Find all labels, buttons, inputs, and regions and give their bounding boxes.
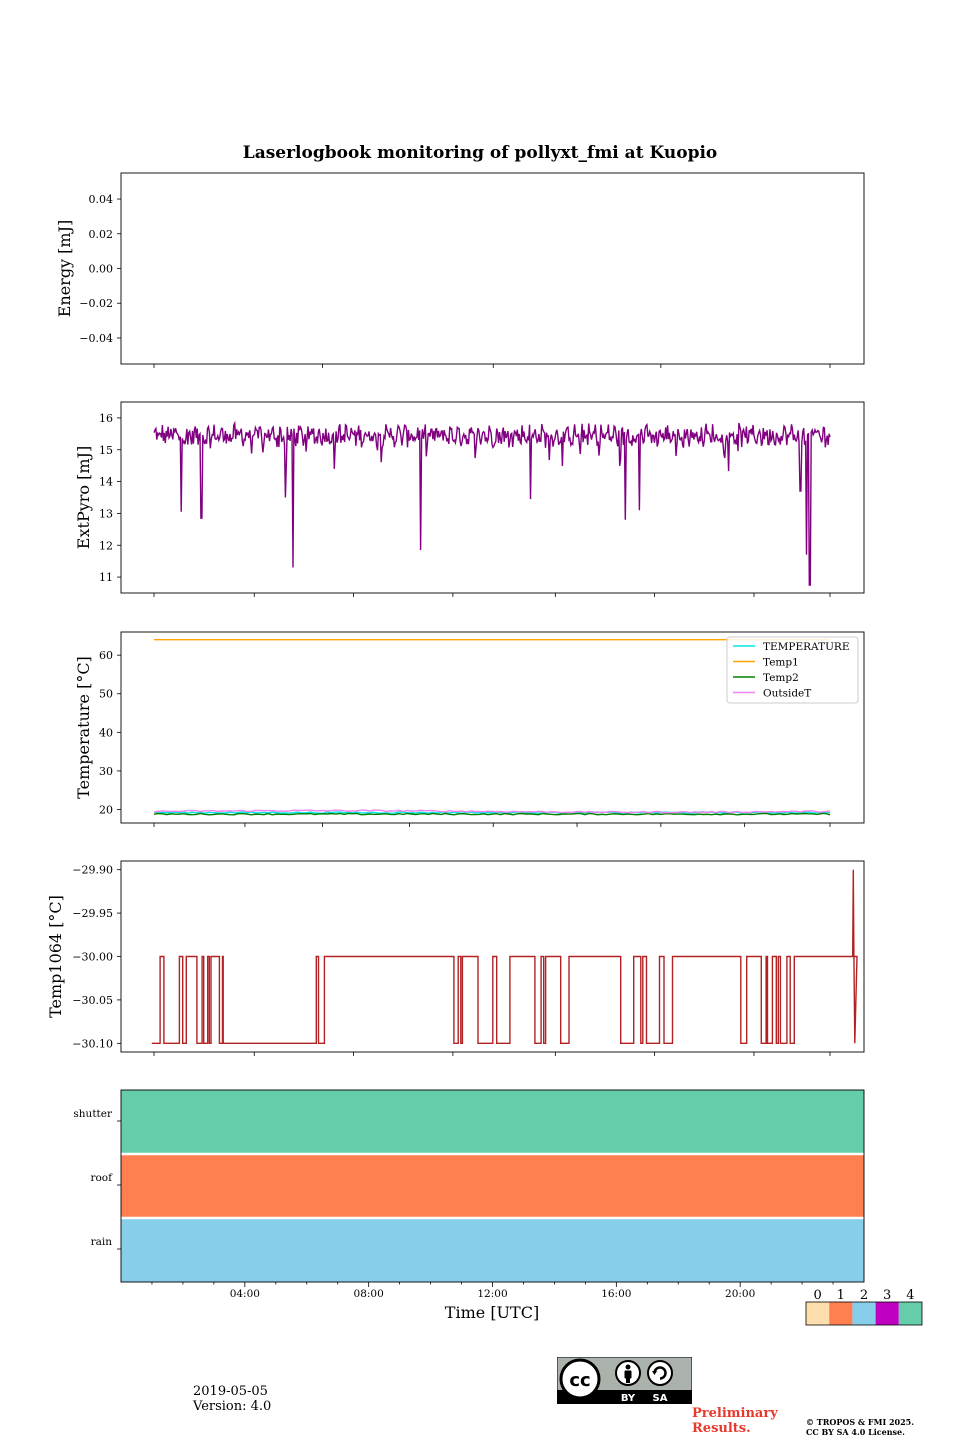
legend-label-outsidet: OutsideT [763, 688, 811, 700]
temp1064-ytick-label: −30.10 [72, 1037, 113, 1050]
date-version-block: 2019-05-05 Version: 4.0 [193, 1384, 271, 1414]
extpyro-panel-frame [120, 401, 865, 594]
energy-panel-frame [120, 172, 865, 365]
cc-by-label: BY [621, 1393, 636, 1404]
copyright-notice: © TROPOS & FMI 2025. CC BY SA 4.0 Licens… [806, 1417, 914, 1437]
extpyro-ytick-label: 15 [99, 444, 113, 457]
energy-ylabel: Energy [mJ] [55, 220, 74, 318]
status-xtick-label: 20:00 [725, 1288, 755, 1300]
temperature-ytick-label: 20 [99, 803, 113, 816]
extpyro-ytick-label: 14 [99, 476, 113, 489]
status-xtick-label: 12:00 [477, 1288, 507, 1300]
colorbar-cell-2 [852, 1302, 876, 1325]
colorbar-frame [805, 1301, 923, 1326]
preliminary-line-2: Results. [692, 1421, 751, 1436]
energy-ytick-label: 0.04 [89, 193, 114, 206]
status-xtick-label: 16:00 [601, 1288, 631, 1300]
temperature-legend: TEMPERATURE Temp1 Temp2 OutsideT [726, 636, 859, 704]
status-row-label-rain: rain [91, 1236, 113, 1248]
colorbar-cell-4 [898, 1302, 922, 1325]
chart-title: Laserlogbook monitoring of pollyxt_fmi a… [243, 143, 718, 163]
temperature-ytick-label: 30 [99, 765, 113, 778]
status-xtick-label: 08:00 [354, 1288, 384, 1300]
energy-ytick-label: 0.00 [89, 263, 114, 276]
temp1064-ytick-label: −29.95 [72, 907, 113, 920]
extpyro-ytick-label: 16 [99, 412, 113, 425]
temp1064-ytick-label: −30.05 [72, 994, 113, 1007]
copyright-line-1: © TROPOS & FMI 2025. [806, 1417, 915, 1427]
temperature-ytick-label: 60 [99, 649, 113, 662]
colorbar-label-0: 0 [813, 1288, 821, 1303]
legend-box [726, 636, 859, 704]
svg-text:cc: cc [569, 1370, 590, 1391]
temperature-panel-frame [120, 631, 865, 824]
by-person-icon [615, 1360, 641, 1386]
extpyro-ylabel: ExtPyro [mJ] [74, 446, 93, 549]
temperature-ytick-label: 40 [99, 726, 113, 739]
temp1064-ylabel: Temp1064 [°C] [46, 895, 65, 1018]
legend-label-temp2: Temp2 [763, 672, 799, 684]
cc-license-badge: cc BY SA [556, 1356, 693, 1408]
status-row-roof [121, 1154, 864, 1218]
temp1064-ytick-label: −29.90 [72, 864, 113, 877]
date-label: 2019-05-05 [193, 1384, 268, 1399]
legend-label-temp1: Temp1 [763, 657, 799, 669]
energy-ytick-label: 0.02 [89, 228, 114, 241]
temp1064-ytick-label: −30.00 [72, 951, 113, 964]
colorbar-label-1: 1 [837, 1288, 845, 1303]
extpyro-ytick-label: 12 [99, 539, 113, 552]
copyright-line-2: CC BY SA 4.0 License. [806, 1427, 905, 1437]
temperature-series-temp2 [153, 812, 831, 816]
status-row-shutter [121, 1090, 864, 1154]
preliminary-notice: Preliminary Results. [692, 1406, 778, 1436]
extpyro-series-line [153, 420, 831, 586]
extpyro-ytick-label: 11 [99, 571, 113, 584]
colorbar-label-3: 3 [883, 1288, 891, 1303]
colorbar-label-4: 4 [906, 1288, 914, 1303]
colorbar-cell-0 [806, 1302, 830, 1325]
status-row-label-shutter: shutter [73, 1108, 113, 1120]
status-row-rain [121, 1218, 864, 1282]
energy-ytick-label: −0.04 [79, 332, 113, 345]
energy-ytick-label: −0.02 [79, 297, 113, 310]
cc-sa-label: SA [653, 1393, 668, 1404]
extpyro-ytick-label: 13 [99, 507, 113, 520]
colorbar-label-2: 2 [860, 1288, 868, 1303]
version-label: Version: 4.0 [193, 1399, 272, 1414]
status-xtick-label: 04:00 [230, 1288, 260, 1300]
x-axis-label: Time [UTC] [445, 1303, 539, 1322]
temp1064-series-line [151, 869, 858, 1044]
sa-share-alike-icon [647, 1360, 673, 1386]
preliminary-line-1: Preliminary [692, 1406, 778, 1421]
status-row-label-roof: roof [90, 1172, 113, 1184]
colorbar-cell-3 [875, 1302, 899, 1325]
temperature-ytick-label: 50 [99, 688, 113, 701]
temperature-series-outsidet [153, 809, 831, 814]
legend-label-temperature: TEMPERATURE [763, 641, 850, 653]
colorbar-cell-1 [829, 1302, 853, 1325]
temperature-ylabel: Temperature [°C] [74, 656, 93, 799]
cc-icon: cc [559, 1358, 601, 1400]
